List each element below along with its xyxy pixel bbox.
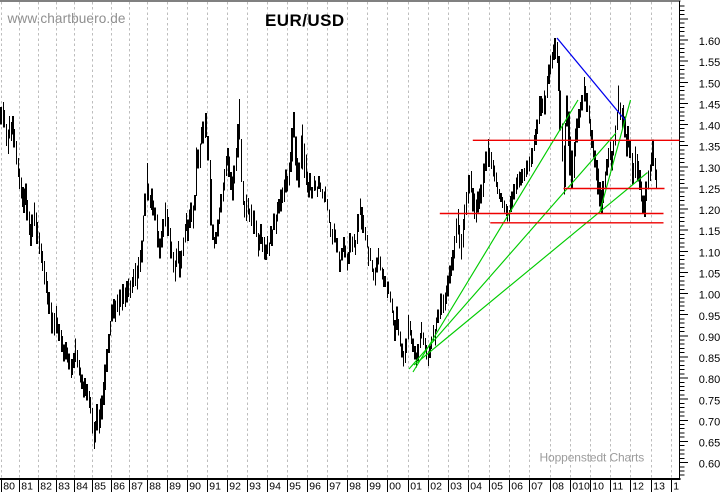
svg-text:07: 07: [531, 481, 543, 492]
svg-text:93: 93: [249, 481, 261, 492]
svg-text:81: 81: [21, 481, 33, 492]
svg-text:94: 94: [269, 481, 281, 492]
svg-text:12: 12: [632, 481, 644, 492]
svg-text:0.85: 0.85: [699, 353, 720, 365]
svg-text:1.25: 1.25: [699, 184, 720, 196]
svg-text:02: 02: [430, 481, 442, 492]
svg-text:06: 06: [511, 481, 523, 492]
svg-text:1.10: 1.10: [699, 247, 720, 259]
svg-text:05: 05: [491, 481, 503, 492]
svg-text:Hoppenstedt Charts: Hoppenstedt Charts: [540, 451, 645, 465]
svg-text:85: 85: [94, 481, 106, 492]
svg-text:98: 98: [349, 481, 361, 492]
svg-text:1: 1: [673, 481, 679, 492]
svg-text:1.30: 1.30: [699, 163, 720, 175]
svg-text:83: 83: [58, 481, 70, 492]
svg-text:0.70: 0.70: [699, 416, 720, 428]
svg-text:95: 95: [289, 481, 301, 492]
svg-text:92: 92: [229, 481, 241, 492]
svg-text:1.50: 1.50: [699, 78, 720, 90]
svg-text:91: 91: [209, 481, 221, 492]
svg-text:0.95: 0.95: [699, 311, 720, 323]
svg-text:86: 86: [113, 481, 125, 492]
svg-text:80: 80: [3, 481, 15, 492]
svg-text:1.00: 1.00: [699, 290, 720, 302]
svg-text:03: 03: [450, 481, 462, 492]
svg-text:010: 010: [572, 481, 590, 492]
svg-text:1.60: 1.60: [699, 36, 720, 48]
svg-text:1.05: 1.05: [699, 269, 720, 281]
svg-text:00: 00: [389, 481, 401, 492]
svg-text:1.35: 1.35: [699, 142, 720, 154]
svg-text:08: 08: [552, 481, 564, 492]
svg-text:0.65: 0.65: [699, 438, 720, 450]
svg-text:1.15: 1.15: [699, 226, 720, 238]
svg-text:04: 04: [470, 481, 482, 492]
svg-text:1.45: 1.45: [699, 100, 720, 112]
svg-text:84: 84: [76, 481, 88, 492]
svg-text:89: 89: [169, 481, 181, 492]
svg-text:0.80: 0.80: [699, 374, 720, 386]
svg-text:10: 10: [592, 481, 604, 492]
svg-text:0.90: 0.90: [699, 332, 720, 344]
svg-text:11: 11: [612, 481, 623, 492]
svg-text:88: 88: [149, 481, 161, 492]
svg-text:www.chartbuero.de: www.chartbuero.de: [7, 11, 126, 26]
svg-text:13: 13: [653, 481, 665, 492]
svg-text:87: 87: [131, 481, 143, 492]
svg-text:1.55: 1.55: [699, 57, 720, 69]
svg-text:01: 01: [410, 481, 422, 492]
svg-text:EUR/USD: EUR/USD: [265, 11, 345, 30]
svg-text:1.40: 1.40: [699, 121, 720, 133]
svg-text:96: 96: [309, 481, 321, 492]
svg-text:90: 90: [189, 481, 201, 492]
svg-text:99: 99: [369, 481, 381, 492]
svg-text:0.60: 0.60: [699, 459, 720, 471]
svg-text:82: 82: [40, 481, 52, 492]
svg-text:0.75: 0.75: [699, 395, 720, 407]
svg-text:1.20: 1.20: [699, 205, 720, 217]
svg-text:97: 97: [329, 481, 341, 492]
